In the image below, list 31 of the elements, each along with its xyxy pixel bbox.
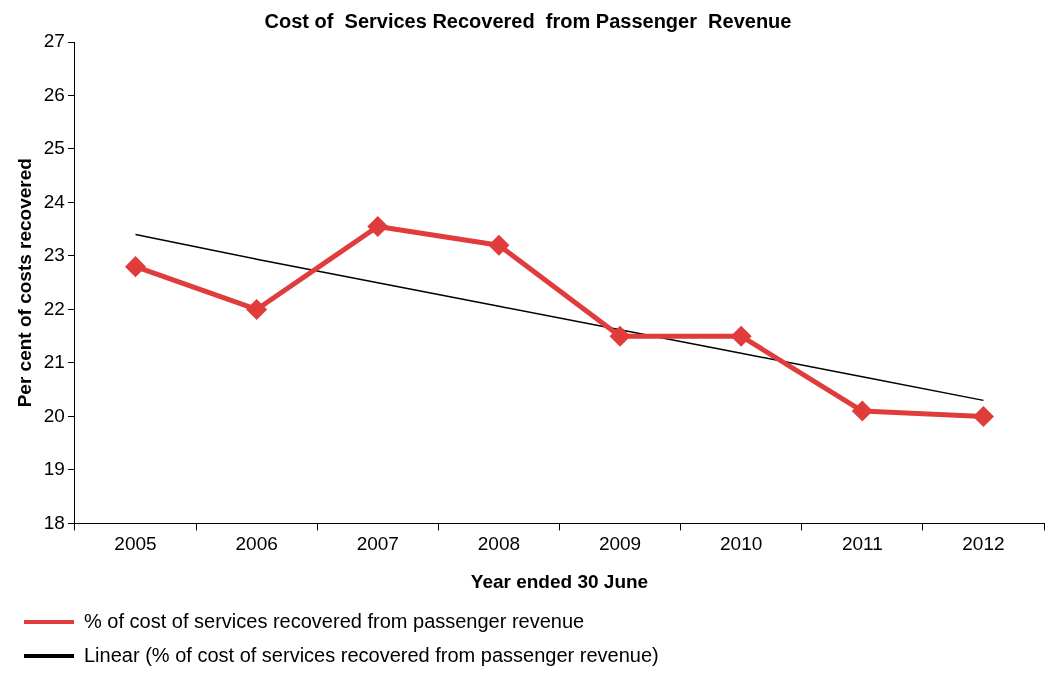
x-tick-label: 2006 [235, 533, 278, 555]
x-tick-label: 2007 [356, 533, 399, 555]
point [610, 326, 630, 346]
y-tick-label: 20 [43, 404, 65, 426]
x-axis-title: Year ended 30 June [470, 570, 649, 592]
y-tick-label: 22 [43, 297, 65, 319]
point [368, 217, 388, 237]
x-tick-label: 2012 [962, 533, 1005, 555]
y-tick-label: 25 [43, 137, 65, 159]
chart-title: Cost of Services Recovered from Passenger Revenue [264, 9, 792, 32]
x-tick-label: 2005 [114, 533, 157, 555]
y-tick-label: 18 [43, 511, 65, 533]
point [489, 235, 509, 255]
y-tick-label: 26 [43, 83, 65, 105]
y-tick-label: 27 [43, 30, 65, 52]
y-tick-label: 21 [43, 351, 65, 373]
x-tick-label: 2011 [841, 533, 883, 555]
x-tick-label: 2008 [477, 533, 521, 555]
legend-label: % of cost of services recovered from passenger revenue [84, 609, 585, 632]
point [973, 406, 993, 426]
point [247, 299, 267, 319]
x-tick-label: 2009 [598, 533, 642, 555]
point [731, 326, 751, 346]
point [126, 257, 145, 277]
y-tick-label: 23 [43, 244, 65, 266]
point [852, 401, 872, 421]
y-tick-label: 24 [43, 190, 66, 212]
legend-label: Linear (% of cost of services recovered from passenger revenue) [84, 643, 659, 666]
y-tick-label: 19 [43, 458, 65, 480]
y-axis-title: Per cent of costs recovered [13, 158, 35, 408]
x-tick-label: 2010 [720, 533, 763, 555]
